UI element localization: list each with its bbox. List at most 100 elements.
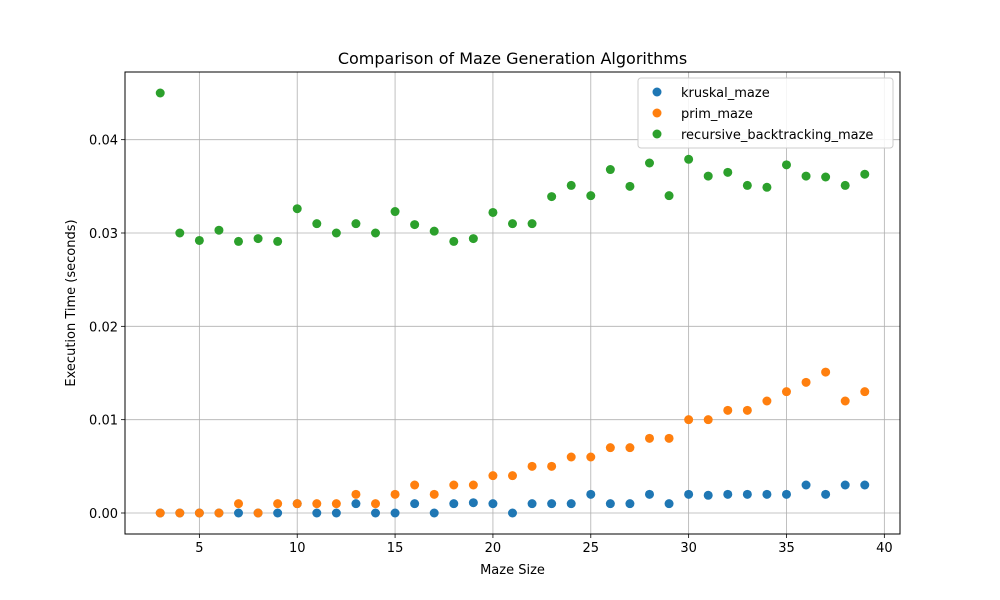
data-point: [488, 499, 498, 509]
data-point: [234, 236, 244, 246]
legend-label: prim_maze: [681, 107, 753, 122]
legend-frame: [637, 77, 894, 149]
data-point: [586, 489, 596, 499]
data-point: [351, 499, 361, 509]
data-point: [390, 207, 400, 217]
data-point: [840, 480, 850, 490]
x-tick-label: 35: [778, 541, 795, 556]
x-tick-label: 30: [680, 541, 697, 556]
data-point: [527, 219, 537, 229]
data-point: [390, 508, 400, 518]
data-point: [410, 480, 420, 490]
data-point: [723, 405, 733, 415]
data-point: [762, 182, 772, 192]
data-point: [234, 499, 244, 509]
data-point: [703, 415, 713, 425]
x-axis: 5 10 15 20 25 30 35 40: [195, 534, 893, 556]
data-point: [566, 499, 576, 509]
data-point: [703, 490, 713, 500]
data-point: [508, 219, 517, 229]
data-point: [625, 181, 635, 191]
data-point: [488, 207, 498, 217]
data-point: [742, 489, 752, 499]
legend-marker: [652, 129, 662, 139]
data-point: [194, 235, 204, 245]
data-point: [390, 489, 400, 499]
data-point: [625, 443, 635, 453]
y-tick-label: 0.02: [89, 320, 118, 335]
data-point: [292, 499, 302, 509]
data-point: [781, 489, 791, 499]
x-tick-label: 5: [195, 541, 203, 556]
data-point: [547, 192, 557, 202]
data-point: [234, 508, 244, 518]
data-point: [371, 508, 381, 518]
data-point: [586, 452, 596, 462]
data-point: [762, 489, 772, 499]
y-tick-label: 0.01: [89, 414, 118, 429]
data-point: [742, 180, 752, 190]
data-point: [664, 433, 674, 443]
data-point: [312, 508, 322, 518]
data-point: [214, 225, 224, 235]
data-point: [566, 180, 576, 190]
data-point: [253, 508, 263, 518]
series-recursive_backtracking_maze: [155, 88, 870, 246]
data-point: [547, 461, 557, 471]
y-tick-label: 0.00: [89, 507, 118, 522]
data-point: [684, 415, 694, 425]
data-point: [566, 452, 576, 462]
data-point: [429, 226, 439, 236]
data-point: [175, 228, 185, 238]
data-point: [175, 508, 185, 518]
legend-label: recursive_backtracking_maze: [681, 128, 873, 143]
data-point: [840, 396, 850, 406]
data-point: [527, 499, 537, 509]
data-point: [821, 367, 831, 377]
data-point: [605, 165, 615, 175]
data-point: [723, 489, 733, 499]
x-tick-label: 40: [876, 541, 893, 556]
data-point: [684, 154, 694, 164]
data-point: [155, 88, 165, 98]
legend-label: kruskal_maze: [681, 86, 770, 101]
data-point: [801, 480, 811, 490]
data-point: [801, 377, 811, 387]
data-point: [860, 480, 870, 490]
data-point: [429, 508, 439, 518]
data-point: [508, 471, 517, 481]
data-point: [312, 499, 322, 509]
data-point: [781, 387, 791, 397]
x-axis-label: Maze Size: [480, 563, 545, 578]
x-tick-label: 15: [387, 541, 404, 556]
data-point: [331, 508, 341, 518]
data-point: [605, 443, 615, 453]
data-point: [625, 499, 635, 509]
data-point: [273, 236, 283, 246]
y-tick-label: 0.04: [89, 134, 118, 149]
x-tick-label: 20: [485, 541, 502, 556]
y-tick-label: 0.03: [89, 227, 118, 242]
y-axis-label: Execution Time (seconds): [64, 219, 79, 386]
data-point: [351, 219, 361, 229]
data-point: [331, 228, 341, 238]
data-point: [410, 220, 420, 230]
data-point: [273, 499, 283, 509]
data-point: [312, 219, 322, 229]
data-point: [214, 508, 224, 518]
data-point: [527, 461, 537, 471]
data-point: [331, 499, 341, 509]
data-point: [194, 508, 204, 518]
x-tick-label: 25: [583, 541, 600, 556]
data-point: [468, 480, 478, 490]
data-point: [644, 489, 654, 499]
data-point: [821, 172, 831, 182]
data-point: [155, 508, 165, 518]
data-point: [840, 180, 850, 190]
data-point: [664, 191, 674, 201]
data-point: [273, 508, 283, 518]
x-tick-label: 10: [289, 541, 306, 556]
data-point: [292, 204, 302, 214]
data-point: [410, 499, 420, 509]
legend: kruskal_maze prim_maze recursive_backtrack…: [637, 77, 894, 149]
